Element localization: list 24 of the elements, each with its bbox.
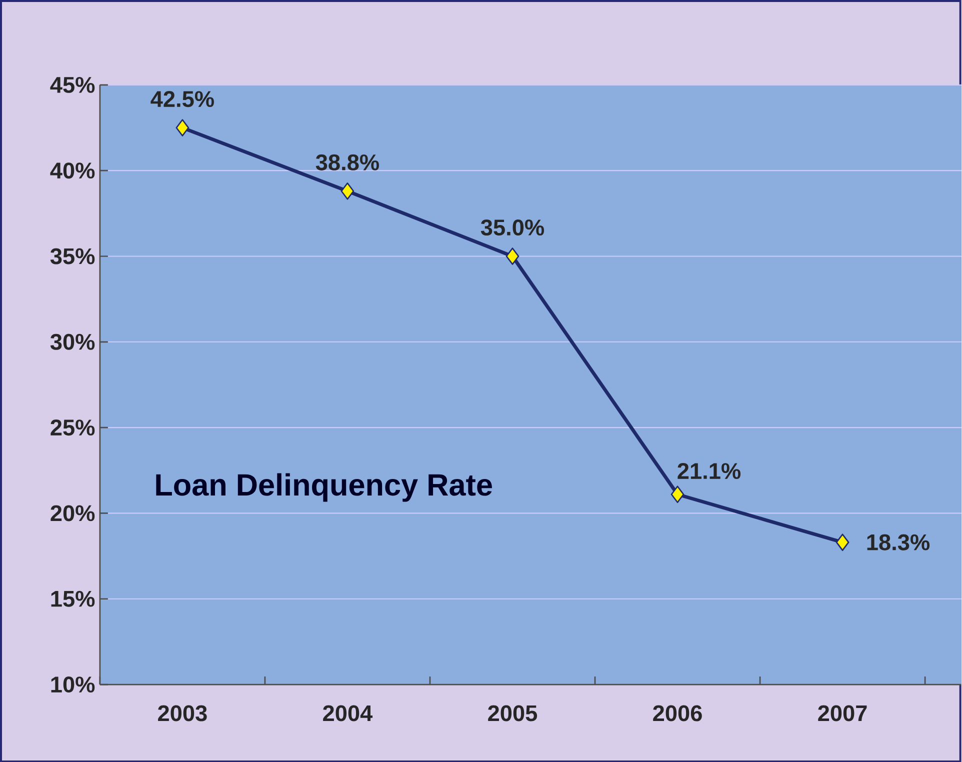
y-tick-label: 15% [51,590,95,607]
text: 42.5% [150,90,214,107]
point [340,182,354,200]
point [836,533,850,551]
x-tick-label: 2004 [323,704,373,722]
y-tick-label: 35% [50,248,95,264]
y-tick-label: 40% [50,162,95,178]
y-tick-label: 30% [50,334,95,350]
text: 18.3% [867,534,930,550]
x-tick-label: 2005 [488,704,538,722]
text: 21.1% [678,462,741,479]
point [176,118,190,136]
x-tick-label: 2007 [818,704,867,722]
y-tick-label: 45% [50,76,95,93]
text: 38.8% [316,154,379,170]
point [670,485,684,503]
y-tick-label: 20% [50,504,95,522]
y-tick-label: 25% [50,419,95,436]
x-tick-label: 2006 [653,704,702,722]
point [506,247,520,265]
text: Loan Delinquency Rate [156,472,492,502]
text: 35.0% [480,219,544,236]
y-tick-label: 10% [51,676,95,692]
x-tick-label: 2003 [158,704,207,722]
